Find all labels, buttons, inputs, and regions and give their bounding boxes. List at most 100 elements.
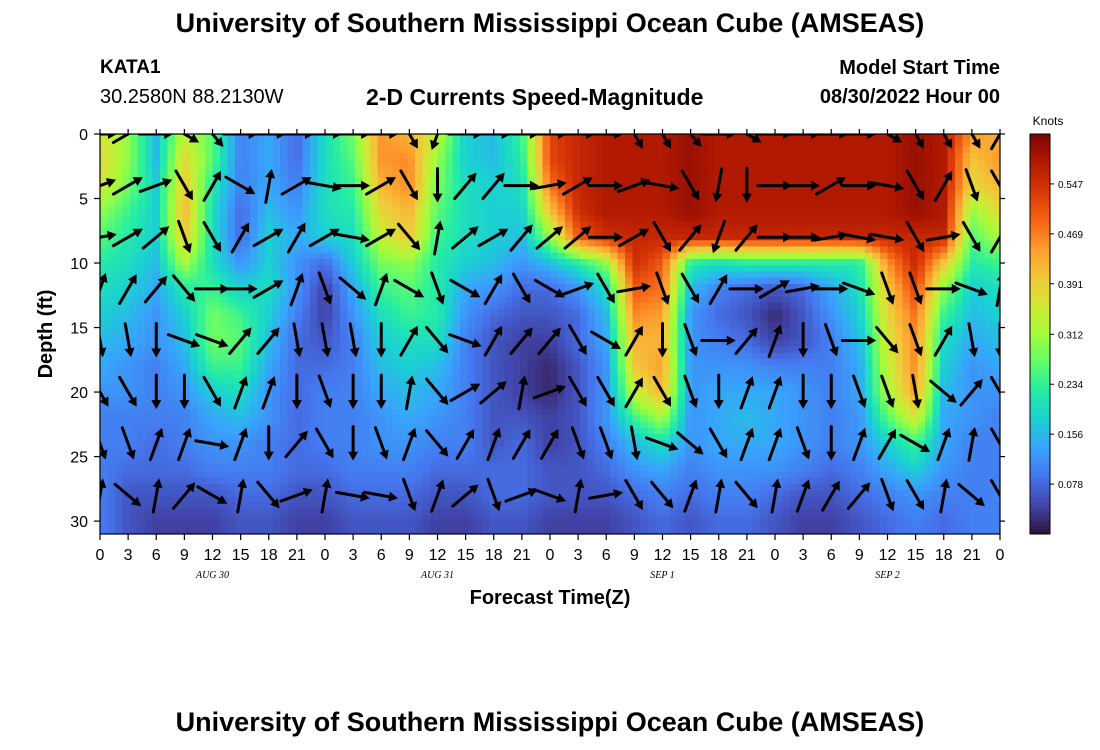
heatmap-cell: [550, 340, 559, 348]
heatmap-cell: [872, 159, 881, 166]
heatmap-cell: [520, 346, 529, 354]
heatmap-cell: [437, 309, 446, 316]
heatmap-cell: [145, 152, 154, 160]
heatmap-cell: [182, 334, 191, 341]
heatmap-cell: [835, 321, 844, 329]
heatmap-cell: [970, 321, 979, 329]
heatmap-cell: [310, 152, 319, 160]
heatmap-cell: [782, 152, 791, 160]
heatmap-cell: [190, 140, 199, 148]
heatmap-cell: [362, 240, 371, 248]
heatmap-cell: [542, 315, 551, 323]
heatmap-cell: [227, 215, 236, 223]
heatmap-cell: [565, 215, 574, 223]
heatmap-cell: [332, 290, 341, 298]
heatmap-cell: [452, 184, 461, 191]
heatmap-cell: [820, 165, 829, 173]
heatmap-cell: [715, 134, 724, 141]
heatmap-cell: [700, 384, 709, 391]
heatmap-cell: [467, 271, 476, 279]
heatmap-cell: [445, 171, 454, 179]
heatmap-cell: [790, 290, 799, 298]
heatmap-cell: [617, 340, 626, 348]
heatmap-cell: [362, 321, 371, 329]
heatmap-cell: [235, 309, 244, 316]
heatmap-cell: [317, 252, 326, 260]
heatmap-cell: [715, 365, 724, 373]
heatmap-cell: [160, 159, 169, 166]
heatmap-cell: [445, 184, 454, 191]
heatmap-cell: [257, 315, 266, 323]
heatmap-cell: [347, 365, 356, 373]
heatmap-cell: [565, 346, 574, 354]
heatmap-cell: [362, 159, 371, 166]
heatmap-cell: [992, 290, 1000, 298]
heatmap-cell: [527, 352, 536, 360]
heatmap-cell: [407, 359, 416, 366]
heatmap-cell: [407, 371, 416, 379]
heatmap-cell: [842, 134, 851, 141]
heatmap-cell: [670, 134, 679, 141]
heatmap-cell: [812, 334, 821, 341]
heatmap-cell: [737, 152, 746, 160]
heatmap-cell: [962, 371, 971, 379]
heatmap-cell: [295, 340, 304, 348]
heatmap-cell: [895, 309, 904, 316]
heatmap-cell: [392, 209, 401, 216]
heatmap-cell: [992, 340, 1000, 348]
heatmap-cell: [137, 134, 146, 141]
heatmap-cell: [677, 146, 686, 154]
heatmap-cell: [100, 340, 109, 348]
heatmap-cell: [257, 371, 266, 379]
heatmap-cell: [325, 390, 334, 398]
heatmap-cell: [212, 290, 221, 298]
heatmap-cell: [107, 377, 116, 385]
heatmap-cell: [347, 165, 356, 173]
heatmap-cell: [295, 196, 304, 204]
heatmap-cell: [205, 359, 214, 366]
heatmap-cell: [835, 315, 844, 323]
heatmap-cell: [400, 196, 409, 204]
heatmap-cell: [797, 171, 806, 179]
heatmap-cell: [512, 177, 521, 185]
heatmap-cell: [160, 290, 169, 298]
heatmap-cell: [602, 171, 611, 179]
heatmap-cell: [932, 190, 941, 198]
heatmap-cell: [535, 152, 544, 160]
heatmap-cell: [362, 234, 371, 241]
heatmap-cell: [707, 159, 716, 166]
heatmap-cell: [130, 171, 139, 179]
heatmap-cell: [887, 209, 896, 216]
heatmap-cell: [970, 365, 979, 373]
heatmap-cell: [167, 252, 176, 260]
heatmap-cell: [452, 365, 461, 373]
heatmap-cell: [130, 390, 139, 398]
heatmap-cell: [910, 134, 919, 141]
heatmap-cell: [415, 346, 424, 354]
heatmap-cell: [197, 315, 206, 323]
heatmap-cell: [955, 171, 964, 179]
heatmap-cell: [475, 284, 484, 291]
heatmap-cell: [197, 390, 206, 398]
heatmap-cell: [715, 346, 724, 354]
heatmap-cell: [152, 296, 161, 304]
heatmap-cell: [295, 152, 304, 160]
heatmap-cell: [325, 215, 334, 223]
heatmap-cell: [460, 146, 469, 154]
heatmap-cell: [467, 327, 476, 335]
heatmap-cell: [115, 165, 124, 173]
heatmap-cell: [722, 240, 731, 248]
heatmap-cell: [647, 221, 656, 229]
heatmap-cell: [520, 140, 529, 148]
heatmap-cell: [385, 334, 394, 341]
heatmap-cell: [475, 359, 484, 366]
heatmap-cell: [212, 159, 221, 166]
heatmap-cell: [332, 190, 341, 198]
heatmap-cell: [265, 202, 274, 210]
heatmap-cell: [392, 284, 401, 291]
heatmap-cell: [820, 240, 829, 248]
heatmap-cell: [235, 384, 244, 391]
heatmap-cell: [355, 309, 364, 316]
heatmap-cell: [317, 171, 326, 179]
heatmap-cell: [925, 321, 934, 329]
